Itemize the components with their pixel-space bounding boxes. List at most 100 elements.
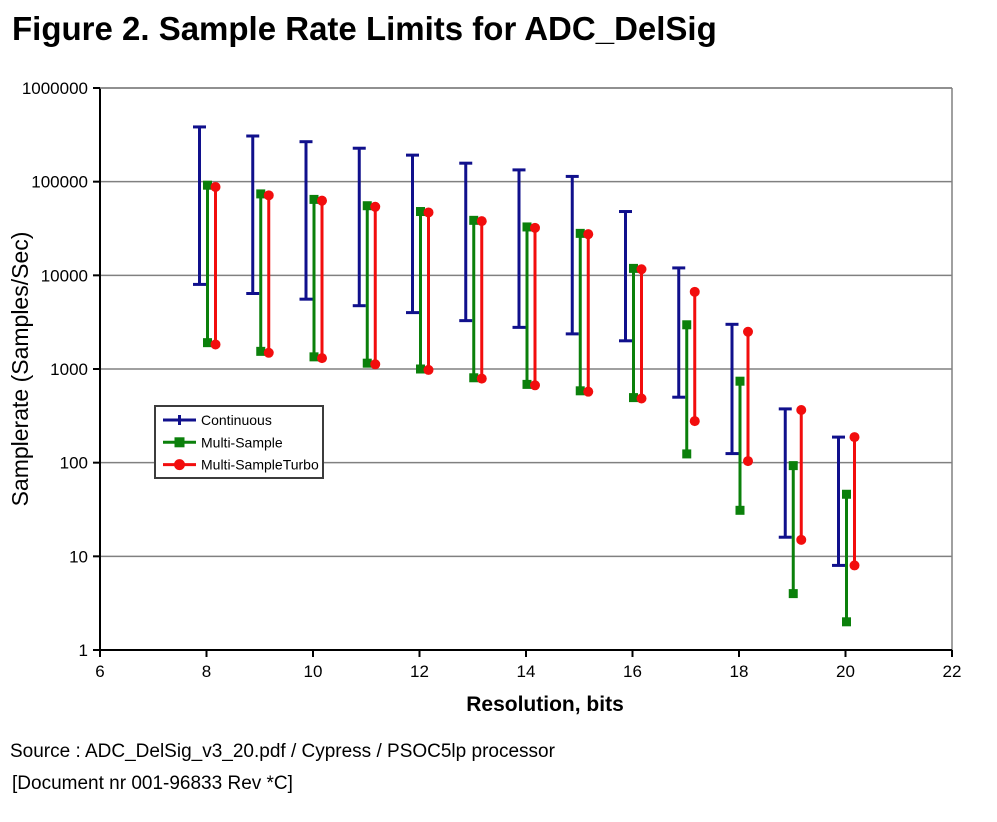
max-marker-circle [689, 286, 700, 297]
range-bar-multi-sample-14 [522, 222, 532, 389]
source-line-1: Source : ADC_DelSig_v3_20.pdf / Cypress … [10, 741, 556, 762]
range-bar-multi-sampleturbo-16 [636, 264, 647, 404]
range-bar-multi-sample-12 [416, 207, 425, 374]
range-bar-multi-sample-10 [309, 194, 319, 362]
legend-label-multi-sample: Multi-Sample [201, 434, 283, 450]
max-marker-square [842, 489, 851, 499]
range-bar-continuous-11 [352, 146, 366, 308]
chart-title: Figure 2. Sample Rate Limits for ADC_Del… [12, 10, 717, 47]
range-bar-multi-sampleturbo-8 [210, 181, 221, 350]
y-tick-label: 1 [79, 641, 88, 660]
min-marker-circle [210, 339, 221, 350]
range-bar-multi-sample-18 [735, 376, 745, 515]
min-marker-circle [370, 359, 381, 370]
legend-item-multi-sampleturbo: Multi-SampleTurbo [163, 457, 319, 473]
min-marker-square [575, 386, 585, 396]
max-marker-circle [530, 222, 540, 233]
x-tick-label: 16 [623, 662, 642, 681]
range-bar-continuous-20 [832, 435, 845, 567]
max-marker-circle [583, 229, 594, 240]
range-bar-multi-sampleturbo-14 [530, 222, 540, 391]
range-bar-continuous-18 [725, 322, 739, 456]
range-bar-multi-sample-16 [629, 263, 638, 403]
min-marker-circle [317, 353, 327, 364]
legend-square-marker-icon [174, 437, 185, 448]
range-bar-multi-sample-15 [575, 228, 585, 396]
x-tick-label: 20 [836, 662, 855, 681]
range-bar-multi-sampleturbo-17 [689, 286, 700, 427]
max-marker-circle [370, 201, 381, 212]
max-marker-circle [743, 326, 753, 337]
max-marker-square [735, 376, 745, 386]
min-marker-circle [423, 364, 434, 375]
min-marker-square [629, 393, 638, 403]
max-marker-square [788, 461, 798, 471]
range-bar-multi-sampleturbo-20 [849, 432, 860, 571]
x-tick-label: 8 [202, 662, 211, 681]
max-marker-square [256, 189, 266, 199]
plot-area: 1 10 100 1000 10000 100000 1000000 6 8 10 12 14 16 18… [22, 79, 962, 681]
range-bar-multi-sampleturbo-10 [317, 195, 327, 364]
x-tick-label: 14 [517, 662, 536, 681]
range-bar-continuous-17 [672, 266, 686, 399]
max-marker-circle [317, 195, 327, 206]
range-bar-multi-sample-9 [256, 189, 266, 356]
min-marker-square [522, 379, 532, 389]
x-tick-label: 10 [304, 662, 323, 681]
x-tick-label: 22 [943, 662, 962, 681]
min-marker-circle [636, 393, 647, 404]
max-marker-square [575, 228, 585, 238]
range-bar-multi-sampleturbo-15 [583, 229, 594, 397]
y-axis-title: Samplerate (Samples/Sec) [7, 232, 33, 507]
max-marker-circle [796, 404, 807, 415]
range-bar-continuous-8 [193, 125, 206, 286]
max-marker-square [416, 207, 425, 217]
min-marker-square [842, 617, 851, 627]
min-marker-circle [476, 373, 487, 384]
max-marker-circle [263, 190, 274, 201]
range-bar-continuous-15 [565, 174, 579, 336]
max-marker-square [629, 263, 638, 273]
range-bar-multi-sampleturbo-18 [743, 326, 753, 467]
max-marker-square [309, 194, 319, 204]
x-tick-label: 12 [410, 662, 429, 681]
range-bar-multi-sampleturbo-12 [423, 207, 434, 375]
range-bar-continuous-19 [778, 407, 792, 539]
max-marker-circle [210, 181, 221, 192]
range-bar-continuous-10 [299, 140, 313, 301]
legend-label-continuous: Continuous [201, 412, 272, 428]
max-marker-circle [476, 216, 487, 227]
range-bar-multi-sampleturbo-13 [476, 216, 487, 384]
max-marker-circle [636, 264, 647, 275]
max-marker-square [362, 201, 372, 211]
min-marker-square [362, 358, 372, 368]
min-marker-circle [583, 386, 594, 397]
range-bar-multi-sample-11 [362, 201, 372, 368]
range-bar-continuous-12 [406, 153, 419, 315]
range-bar-multi-sample-17 [682, 320, 692, 459]
x-axis-title: Resolution, bits [466, 693, 624, 716]
max-marker-square [522, 222, 532, 232]
y-tick-label: 10000 [41, 266, 88, 285]
legend-label-multi-sampleturbo: Multi-SampleTurbo [201, 457, 319, 473]
x-tick-label: 18 [730, 662, 749, 681]
range-bar-continuous-14 [512, 168, 526, 329]
max-marker-square [682, 320, 692, 330]
min-marker-square [735, 505, 745, 515]
x-tick-label: 6 [95, 662, 104, 681]
max-marker-square [469, 215, 479, 225]
range-bar-multi-sample-13 [469, 215, 479, 383]
range-bar-continuous-9 [246, 134, 260, 295]
range-bar-multi-sample-20 [842, 489, 851, 627]
min-marker-circle [849, 560, 860, 571]
min-marker-square [416, 364, 425, 374]
min-marker-square [788, 589, 798, 599]
min-marker-circle [530, 380, 540, 391]
min-marker-circle [263, 347, 274, 358]
range-bar-multi-sample-19 [788, 461, 798, 599]
legend-item-multi-sample: Multi-Sample [163, 434, 283, 450]
source-line-2: [Document nr 001-96833 Rev *C] [12, 773, 293, 794]
max-marker-circle [423, 207, 434, 218]
min-marker-circle [743, 456, 753, 467]
